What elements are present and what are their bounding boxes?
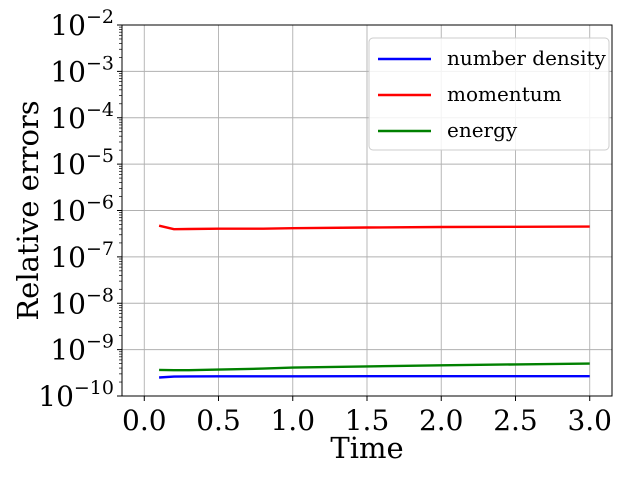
y-tick-label: 10−6 (50, 192, 114, 228)
y-axis-title: Relative errors (11, 100, 45, 320)
legend-label: energy (447, 118, 518, 142)
y-tick-label: 10−7 (50, 238, 114, 274)
x-tick-label: 0.5 (196, 404, 241, 437)
tick-labels: 0.0 0.5 1.0 1.5 2.0 2.5 3.0 10−10 10−9 10−8 10−7 10… (38, 6, 612, 437)
legend: number density momentum energy (368, 37, 610, 151)
axis-ticks (117, 24, 591, 401)
y-tick-label: 10−5 (50, 145, 114, 181)
series-line-number-density (159, 375, 590, 379)
y-tick-label: 10−9 (50, 331, 114, 367)
x-tick-label: 1.0 (270, 404, 315, 437)
plot-lines (158, 224, 590, 379)
legend-label: number density (447, 46, 607, 70)
y-tick-label: 10−3 (50, 52, 114, 88)
x-tick-label: 2.0 (419, 404, 464, 437)
series-line-momentum (158, 224, 590, 231)
y-tick-label: 10−10 (38, 377, 114, 413)
legend-box (368, 37, 610, 151)
y-tick-label: 10−2 (50, 6, 114, 42)
x-tick-label: 2.5 (493, 404, 538, 437)
y-tick-label: 10−4 (50, 99, 114, 135)
x-axis-title: Time (330, 431, 403, 465)
x-tick-label: 1.5 (345, 404, 390, 437)
y-tick-label: 10−8 (50, 284, 114, 320)
legend-label: momentum (447, 82, 562, 106)
x-tick-label: 3.0 (567, 404, 612, 437)
series-line-energy (159, 362, 590, 372)
x-tick-label: 0.0 (122, 404, 167, 437)
